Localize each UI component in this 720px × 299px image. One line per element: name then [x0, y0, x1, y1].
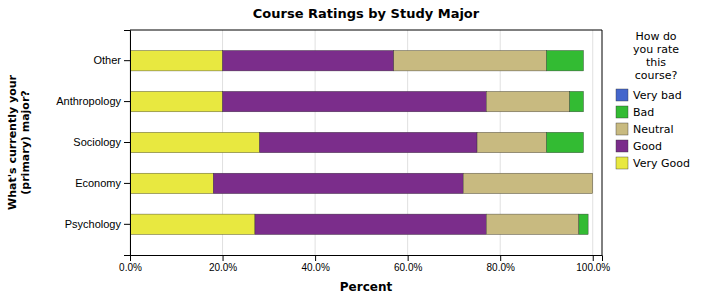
bars	[130, 50, 593, 234]
bar	[592, 173, 593, 193]
y-tick-mark	[124, 60, 130, 61]
y-axis-line	[124, 31, 131, 256]
x-axis-title: Percent	[340, 280, 393, 294]
legend-label: Good	[633, 140, 662, 153]
bar	[486, 214, 579, 234]
plot-frame	[602, 30, 603, 255]
chart: 0.0% 20.0% 40.0% 60.0% 80.0% 100.0% Psychology…	[0, 0, 720, 299]
legend-label: Very Good	[633, 157, 690, 170]
bar	[583, 132, 584, 152]
grid-line	[592, 30, 593, 255]
y-tick: Anthropology	[56, 95, 130, 107]
y-tick-mark	[124, 183, 130, 184]
legend-title: How doyou ratethiscourse?	[633, 30, 679, 82]
legend-item: Neutral	[616, 123, 674, 136]
y-axis: Psychology Economy Sociology Anthropology Ot…	[56, 31, 130, 256]
plot-area: 0.0% 20.0% 40.0% 60.0% 80.0% 100.0% Psychology…	[56, 30, 610, 273]
series-bars	[130, 50, 260, 234]
y-tick-label: Anthropology	[56, 95, 121, 107]
legend-label: Bad	[633, 106, 654, 119]
bar	[546, 50, 583, 70]
y-tick: Psychology	[65, 218, 130, 230]
bar	[394, 50, 547, 70]
y-tick-mark	[124, 101, 130, 102]
legend: How doyou ratethiscourse? Very bad Bad Neut…	[616, 30, 690, 170]
x-tick-mark	[315, 255, 316, 261]
bar	[223, 91, 487, 111]
legend-swatch	[616, 140, 628, 152]
bar	[486, 91, 569, 111]
x-axis-line	[131, 256, 603, 262]
legend-swatch	[616, 157, 628, 169]
bar	[570, 91, 584, 111]
bar	[477, 132, 546, 152]
legend-item: Very Good	[616, 157, 690, 170]
series-bars	[546, 50, 588, 234]
x-tick: 80.0%	[487, 255, 515, 273]
x-tick: 0.0%	[119, 255, 142, 273]
bar	[130, 214, 255, 234]
legend-item: Good	[616, 140, 662, 153]
y-axis-title: What's currently your(primary) major?	[6, 74, 32, 209]
bar	[579, 214, 588, 234]
x-tick-mark	[593, 255, 594, 261]
x-tick: 40.0%	[301, 255, 329, 273]
legend-swatch	[616, 123, 628, 135]
y-tick: Sociology	[73, 136, 130, 148]
y-tick-label: Psychology	[65, 218, 122, 230]
x-tick: 60.0%	[394, 255, 422, 273]
title: Course Ratings by Study Major	[253, 6, 480, 21]
legend-label: Neutral	[633, 123, 674, 136]
bar	[592, 173, 593, 193]
x-tick: 100.0%	[576, 255, 610, 273]
x-tick-label: 80.0%	[487, 262, 515, 273]
bar	[213, 173, 463, 193]
bar	[130, 91, 223, 111]
y-tick-label: Economy	[75, 177, 121, 189]
x-tick-mark	[408, 255, 409, 261]
bar	[588, 214, 589, 234]
bar	[546, 132, 583, 152]
y-tick-label: Other	[93, 54, 121, 66]
series-bars	[213, 50, 486, 234]
legend-swatch	[616, 89, 628, 101]
legend-item: Very bad	[616, 89, 682, 102]
x-axis: 0.0% 20.0% 40.0% 60.0% 80.0% 100.0%	[119, 255, 610, 273]
bar	[583, 91, 584, 111]
x-tick-label: 100.0%	[576, 262, 610, 273]
bar	[130, 132, 260, 152]
bar	[260, 132, 477, 152]
bar	[130, 50, 223, 70]
grid	[130, 30, 593, 255]
bar	[583, 50, 584, 70]
x-tick-label: 40.0%	[301, 262, 329, 273]
x-tick-mark	[500, 255, 501, 261]
bar	[223, 50, 394, 70]
x-tick: 20.0%	[209, 255, 237, 273]
x-tick-label: 0.0%	[119, 262, 142, 273]
legend-swatch	[616, 106, 628, 118]
y-tick: Other	[93, 54, 130, 66]
y-tick-label: Sociology	[73, 136, 121, 148]
plot-frame	[130, 30, 602, 31]
bar	[463, 173, 593, 193]
legend-label: Very bad	[633, 89, 682, 102]
bar	[255, 214, 486, 234]
y-tick-mark	[124, 224, 130, 225]
series-bars	[394, 50, 593, 234]
y-tick: Economy	[75, 177, 130, 189]
legend-item: Bad	[616, 106, 654, 119]
x-tick-label: 20.0%	[209, 262, 237, 273]
bar	[130, 173, 213, 193]
y-tick-mark	[124, 142, 130, 143]
x-tick-label: 60.0%	[394, 262, 422, 273]
x-tick-mark	[223, 255, 224, 261]
